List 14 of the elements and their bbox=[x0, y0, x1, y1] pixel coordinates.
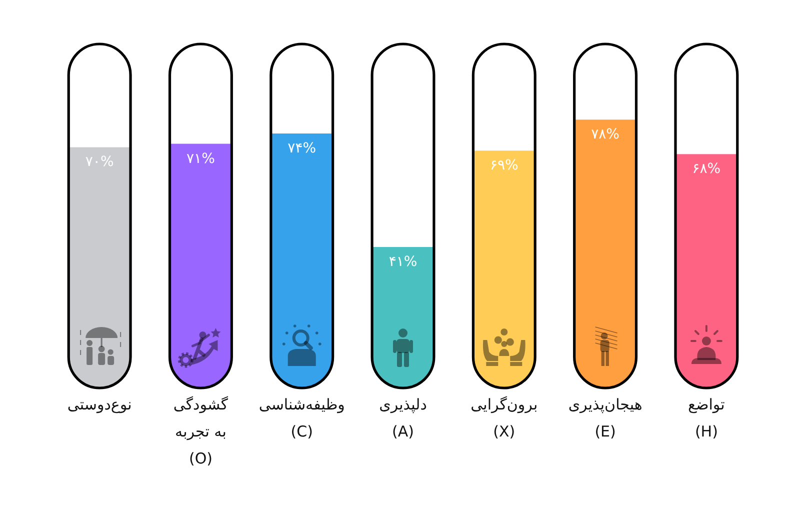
bar bbox=[270, 133, 333, 388]
data-label: ۶۹% bbox=[490, 158, 518, 174]
data-label: ۷۸% bbox=[591, 126, 620, 143]
bar bbox=[675, 154, 738, 388]
data-label: ۴۱% bbox=[388, 254, 418, 270]
bar bbox=[574, 120, 636, 388]
bar bbox=[473, 150, 536, 388]
data-label: ۷۴% bbox=[288, 140, 316, 156]
bar bbox=[170, 144, 232, 388]
data-label: ۷۱% bbox=[186, 150, 215, 167]
bar bbox=[372, 246, 434, 388]
data-label: ۶۸% bbox=[692, 161, 721, 178]
bar bbox=[68, 147, 131, 388]
x-tick-label: نوع‌دوستی bbox=[67, 396, 132, 414]
